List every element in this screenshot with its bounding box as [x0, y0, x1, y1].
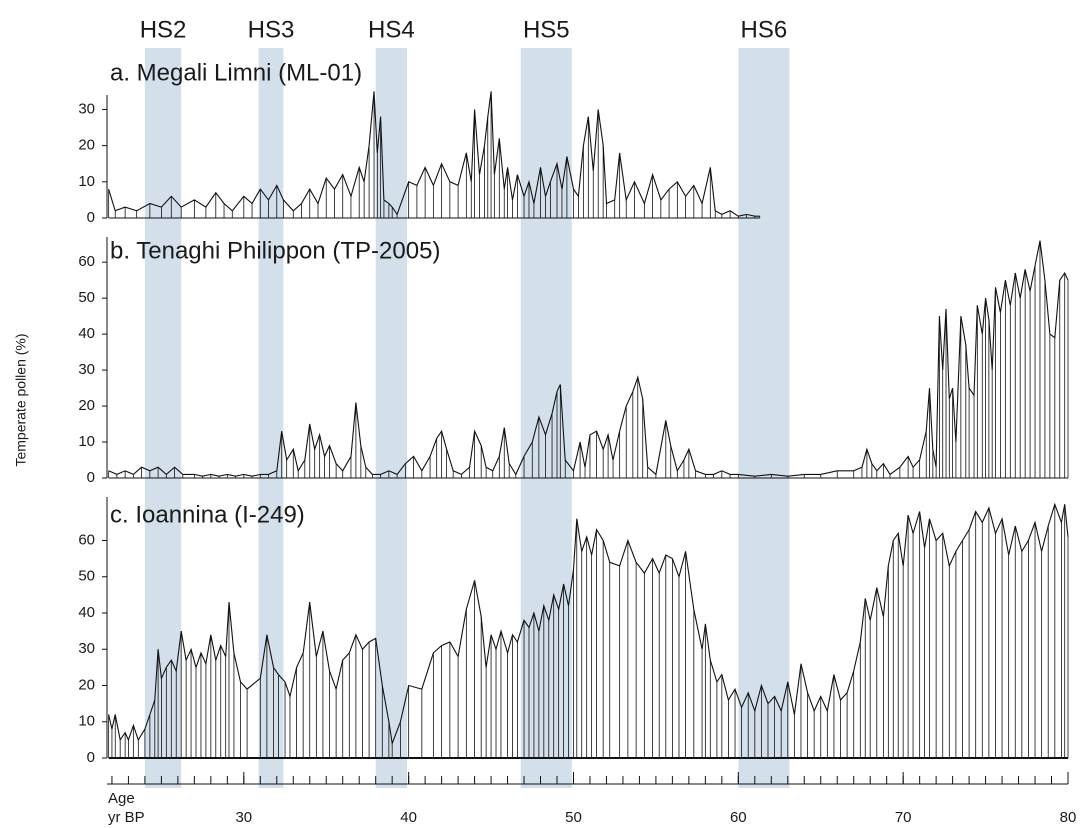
event-band [520, 48, 572, 788]
y-tick-label: 50 [78, 568, 95, 585]
y-tick-label: 30 [78, 361, 95, 378]
band-label: HS5 [523, 16, 570, 43]
x-tick-label: 80 [1060, 809, 1077, 826]
drop-lines [108, 91, 761, 218]
y-tick-label: 60 [78, 253, 95, 270]
x-tick-label: 60 [730, 809, 747, 826]
series-line [108, 502, 1069, 746]
y-tick-label: 20 [78, 397, 95, 414]
series-line [108, 91, 760, 217]
y-tick-label: 30 [78, 100, 95, 117]
band-label: HS3 [248, 16, 295, 43]
panel-title: c. Ioannina (I-249) [110, 501, 305, 528]
x-tick-label: 40 [400, 809, 417, 826]
drop-lines [108, 504, 1069, 758]
bands: HS2 HS3 HS4 HS5 HS6 [140, 16, 790, 788]
y-tick-label: 0 [87, 209, 95, 226]
panel-title: b. Tenaghi Philippon (TP-2005) [110, 237, 440, 264]
event-band [738, 48, 790, 788]
x-tick-label: 30 [235, 809, 252, 826]
panel-title: a. Megali Limni (ML-01) [110, 59, 362, 86]
y-tick-label: 40 [78, 325, 95, 342]
y-tick-label: 10 [78, 713, 95, 730]
event-band [144, 48, 182, 788]
y-tick-label: 40 [78, 604, 95, 621]
band-label: HS6 [741, 16, 788, 43]
y-tick-label: 10 [78, 433, 95, 450]
x-axis-label: yr BP [108, 809, 145, 826]
y-tick-label: 20 [78, 137, 95, 154]
event-band [258, 48, 284, 788]
x-tick-label: 50 [565, 809, 582, 826]
y-tick-label: 0 [87, 749, 95, 766]
band-label: HS4 [368, 16, 415, 43]
series-line [108, 240, 1069, 477]
drop-lines [108, 240, 1069, 478]
band-label: HS2 [140, 16, 187, 43]
y-axis-label: Temperate pollen (%) [13, 333, 29, 466]
y-tick-label: 20 [78, 676, 95, 693]
x-tick-label: 70 [895, 809, 912, 826]
y-tick-label: 50 [78, 289, 95, 306]
y-tick-label: 0 [87, 469, 95, 486]
y-tick-label: 60 [78, 531, 95, 548]
x-axis-label: Age [108, 790, 135, 807]
y-tick-label: 30 [78, 640, 95, 657]
y-tick-label: 10 [78, 173, 95, 190]
